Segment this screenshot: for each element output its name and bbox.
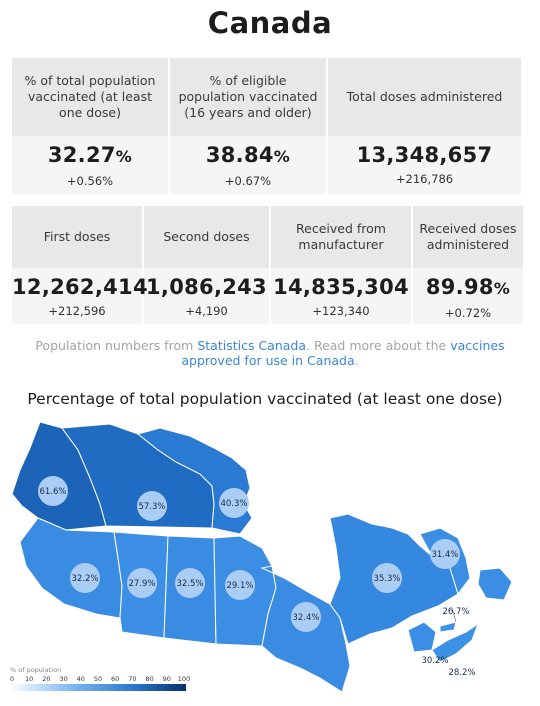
legend-tick: 100	[178, 675, 190, 683]
label-nunavut: 40.3%	[220, 499, 247, 509]
stat-delta: +123,340	[312, 304, 370, 318]
stat-cell-total-vaccinated: 32.27% +0.56%	[12, 136, 168, 194]
source-prefix: Population numbers from	[35, 338, 198, 353]
source-suffix: .	[354, 353, 359, 368]
label-nwt: 57.3%	[138, 502, 165, 512]
region-british-columbia[interactable]	[19, 517, 123, 619]
stat-cell-second-doses: 1,086,243 +4,190	[144, 268, 269, 324]
stat-value: 14,835,304	[273, 275, 409, 299]
vaccines-approved-link[interactable]: vaccines approved for use in Canada	[181, 338, 505, 368]
stat-delta: +0.56%	[66, 174, 114, 188]
stat-header-total-vaccinated: % of total population vaccinated (at lea…	[12, 58, 168, 136]
bubble-nwt: 57.3%	[137, 491, 167, 521]
bubble-newfoundland: 31.4%	[430, 539, 460, 569]
stat-header-total-doses: Total doses administered	[328, 58, 521, 136]
stat-value: 1,086,243	[146, 275, 267, 299]
stat-value: 32.27	[47, 143, 116, 167]
bubble-quebec: 35.3%	[372, 563, 402, 593]
map-legend: % of population 0 10 20 30 40 50 60 70 80 90 100	[10, 666, 190, 691]
bubble-yukon: 61.6%	[38, 476, 68, 506]
legend-color-scale	[10, 684, 186, 691]
stat-value: 38.84	[205, 143, 274, 167]
legend-tick: 0	[10, 675, 14, 683]
stat-header-received: Received from manufacturer	[271, 206, 411, 268]
stat-delta: +0.72%	[444, 306, 492, 320]
stat-header-received-administered: Received doses administered	[413, 206, 523, 268]
label-quebec: 35.3%	[373, 574, 400, 584]
summary-table-bottom: First doses Second doses Received from m…	[10, 206, 525, 324]
stat-delta: +216,786	[395, 172, 454, 186]
legend-tick: 80	[145, 675, 153, 683]
bubble-alberta: 27.9%	[127, 568, 157, 598]
label-alberta: 27.9%	[128, 579, 155, 589]
stat-header-second-doses: Second doses	[144, 206, 269, 268]
bubble-nunavut: 40.3%	[219, 488, 249, 518]
legend-tick: 50	[94, 675, 102, 683]
summary-table-top: % of total population vaccinated (at lea…	[10, 58, 523, 194]
source-middle: . Read more about the	[306, 338, 451, 353]
stat-cell-first-doses: 12,262,414 +212,596	[12, 268, 148, 324]
legend-tick: 60	[111, 675, 119, 683]
stat-cell-received-administered: 89.98% +0.72%	[413, 268, 523, 324]
label-newfoundland: 31.4%	[431, 550, 458, 560]
region-nova-scotia[interactable]	[431, 622, 480, 663]
page-title: Canada	[207, 6, 333, 40]
stat-value: 89.98	[425, 275, 494, 299]
region-new-brunswick[interactable]	[407, 621, 437, 653]
stat-unit: %	[273, 147, 291, 166]
map-title: Percentage of total population vaccinate…	[27, 390, 503, 408]
legend-tick: 30	[59, 675, 67, 683]
legend-tick: 40	[77, 675, 85, 683]
stat-unit: %	[115, 147, 133, 166]
label-saskatchewan: 32.5%	[176, 579, 203, 589]
bubble-ontario: 32.4%	[291, 602, 321, 632]
stat-cell-total-doses: 13,348,657 +216,786	[328, 136, 521, 194]
bubble-manitoba: 29.1%	[225, 570, 255, 600]
legend-tick: 10	[25, 675, 33, 683]
statistics-canada-link[interactable]: Statistics Canada	[197, 338, 307, 353]
legend-title: % of population	[10, 666, 61, 674]
stat-cell-eligible-vaccinated: 38.84% +0.67%	[170, 136, 326, 194]
label-bc: 32.2%	[71, 574, 98, 584]
label-pei: 26.7%	[442, 607, 469, 617]
legend-tick: 90	[163, 675, 171, 683]
label-new-brunswick: 30.2%	[421, 656, 448, 666]
stat-value: 12,262,414	[12, 275, 148, 299]
bubble-saskatchewan: 32.5%	[175, 568, 205, 598]
label-yukon: 61.6%	[39, 487, 66, 497]
label-ontario: 32.4%	[292, 613, 319, 623]
stat-unit: %	[493, 279, 511, 298]
legend-tick: 70	[128, 675, 136, 683]
stat-delta: +4,190	[185, 304, 228, 318]
region-prince-edward-island[interactable]	[439, 621, 457, 633]
stat-value: 13,348,657	[356, 143, 493, 167]
stat-delta: +212,596	[48, 304, 106, 318]
source-note: Population numbers from Statistics Canad…	[20, 338, 520, 368]
canada-choropleth-map: 61.6% 57.3% 40.3% 32.2% 27.9% 32.5% 29.1…	[10, 421, 513, 693]
legend-tick: 20	[42, 675, 50, 683]
stat-delta: +0.67%	[224, 174, 272, 188]
stat-header-eligible-vaccinated: % of eligible population vaccinated (16 …	[170, 58, 326, 136]
bubble-bc: 32.2%	[70, 563, 100, 593]
stat-cell-received: 14,835,304 +123,340	[271, 268, 411, 324]
stat-header-first-doses: First doses	[12, 206, 142, 268]
label-nova-scotia: 28.2%	[448, 668, 475, 678]
label-manitoba: 29.1%	[226, 581, 253, 591]
